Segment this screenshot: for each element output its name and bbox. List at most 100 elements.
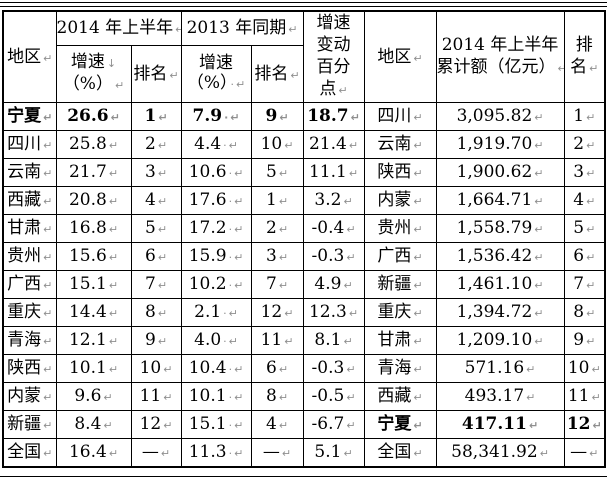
paragraph-mark-icon: ↵ bbox=[534, 251, 544, 265]
paragraph-mark-icon: ↵ bbox=[157, 167, 168, 181]
paragraph-mark-icon: ↵ bbox=[103, 419, 113, 433]
paragraph-mark-icon: ↵ bbox=[103, 391, 113, 405]
paragraph-mark-icon: ↵ bbox=[157, 335, 168, 349]
cell-growth-2014: 16.4 ↵ bbox=[55, 438, 132, 467]
paragraph-mark-icon: ↵ bbox=[108, 307, 119, 321]
cell-growth-2013: 11.3 · ↵ bbox=[180, 438, 252, 467]
space-formatting-mark: · bbox=[223, 139, 227, 153]
paragraph-mark-icon: ↵ bbox=[234, 391, 244, 405]
header-rank-line: 排 bbox=[575, 35, 593, 55]
paragraph-mark-icon: ↵ bbox=[234, 363, 244, 377]
cell-amount: 1,900.62 ↵ bbox=[435, 158, 565, 187]
cell-rank-2014: 2 ↵ bbox=[130, 130, 182, 159]
paragraph-mark-icon: ↵ bbox=[413, 335, 423, 349]
paragraph-mark-icon: ↵ bbox=[348, 139, 359, 153]
cell-rank-right: 12 ↵ bbox=[563, 410, 606, 439]
paragraph-mark-icon: ↵ bbox=[234, 447, 244, 461]
paragraph-mark-icon: ↵ bbox=[592, 419, 602, 433]
paragraph-mark-icon: ↵ bbox=[346, 251, 356, 265]
paragraph-mark-icon: ↵ bbox=[350, 111, 360, 125]
cell-rank-2014: 10 ↵ bbox=[130, 354, 182, 383]
cell-growth-2013: 10.6 · ↵ bbox=[180, 158, 252, 187]
paragraph-mark-icon: ↵ bbox=[278, 419, 289, 433]
cell-region-right: 云南 ↵ bbox=[363, 130, 437, 159]
space-formatting-mark: · bbox=[228, 279, 233, 293]
header-change: 增速 变动 百分 点 ↵ bbox=[302, 10, 365, 103]
cell-rank-2013: 10 ↵ bbox=[250, 130, 304, 159]
table-row: 西藏 ↵ 20.8 ↵ 4 ↵ 17.6 · ↵ 1 ↵ 3.2 ↵ 内蒙 ↵ 1,664.71 ↵ 4 ↵ bbox=[2, 186, 606, 215]
space-formatting-mark: · bbox=[228, 195, 233, 209]
space-formatting-mark: · bbox=[228, 223, 233, 237]
cell-rank-right: 3 ↵ bbox=[563, 158, 606, 187]
paragraph-mark-icon: ↵ bbox=[413, 195, 423, 209]
paragraph-mark-icon: ↵ bbox=[157, 307, 168, 321]
cell-region-right: 四川 ↵ bbox=[363, 102, 437, 131]
cell-growth-2013: 17.2 · ↵ bbox=[180, 214, 252, 243]
cell-amount: 493.17 ↵ bbox=[435, 382, 565, 411]
cell-growth-2013: 10.4 · ↵ bbox=[180, 354, 252, 383]
header-growth-2014: 增速 ↓ （%） ↵ bbox=[55, 45, 132, 103]
cell-change: 8.1 ↵ bbox=[302, 326, 365, 355]
paragraph-mark-icon: ↵ bbox=[346, 419, 356, 433]
paragraph-mark-icon: ↵ bbox=[534, 167, 544, 181]
cell-rank-2013: 6 ↵ bbox=[250, 354, 304, 383]
header-growth-line: 增速 bbox=[199, 53, 234, 74]
header-change-line: 变动 bbox=[316, 35, 351, 55]
paragraph-mark-icon: ↵ bbox=[158, 111, 168, 125]
cell-rank-2014: 12 ↵ bbox=[130, 410, 182, 439]
cell-region-left: 青海 ↵ bbox=[2, 326, 57, 355]
header-region-right: 地区 ↵ bbox=[363, 10, 437, 103]
top-double-rule bbox=[0, 2, 607, 7]
cell-change: 5.1 ↵ bbox=[302, 438, 365, 467]
cell-amount: 58,341.92 ↵ bbox=[435, 438, 565, 467]
paragraph-mark-icon: ↵ bbox=[157, 139, 168, 153]
paragraph-mark-icon: ↵ bbox=[108, 335, 119, 349]
cell-amount: 1,209.10 ↵ bbox=[435, 326, 565, 355]
header-rank-2013: 排名 ↵ bbox=[250, 45, 304, 103]
paragraph-mark-icon: ↵ bbox=[586, 279, 596, 293]
paragraph-mark-icon: ↵ bbox=[281, 447, 292, 461]
cell-rank-2014: 7 ↵ bbox=[130, 270, 182, 299]
paragraph-mark-icon: ↵ bbox=[346, 391, 356, 405]
space-formatting-mark: · bbox=[223, 307, 227, 321]
paragraph-mark-icon: ↵ bbox=[108, 223, 119, 237]
cell-rank-2014: 9 ↵ bbox=[130, 326, 182, 355]
cell-rank-right: 7 ↵ bbox=[563, 270, 606, 299]
cell-growth-2014: 25.8 ↵ bbox=[55, 130, 132, 159]
header-group-2014: 2014 年上半年↵ bbox=[55, 10, 182, 47]
paragraph-mark-icon: ↵ bbox=[346, 363, 356, 377]
paragraph-mark-icon: ↵ bbox=[108, 279, 119, 293]
cell-rank-2013: 4 ↵ bbox=[250, 410, 304, 439]
cell-region-right: 内蒙 ↵ bbox=[363, 186, 437, 215]
header-group-2013: 2013 年同期 ↵ bbox=[180, 10, 304, 47]
cell-rank-2013: 2 ↵ bbox=[250, 214, 304, 243]
header-growth-line: （%） · ↵ bbox=[186, 73, 246, 94]
cell-region-right: 全国 ↵ bbox=[363, 438, 437, 467]
paragraph-mark-icon: ↵ bbox=[413, 251, 423, 265]
cell-change: -0.4 ↵ bbox=[302, 214, 365, 243]
cell-growth-2013: 7.9 · ↵ bbox=[180, 102, 252, 131]
table-body: 宁夏 ↵ 26.6 ↵ 1 ↵ 7.9 · ↵ 9 ↵ 18.7 ↵ 四川 ↵ 3,095.82 ↵ 1 ↵ 四川 ↵ 2… bbox=[2, 102, 606, 467]
paragraph-mark-icon: ↵ bbox=[43, 279, 53, 293]
cell-amount: 1,558.79 ↵ bbox=[435, 214, 565, 243]
cell-region-right: 西藏 ↵ bbox=[363, 382, 437, 411]
cell-growth-2014: 9.6 ↵ bbox=[55, 382, 132, 411]
table-row: 四川 ↵ 25.8 ↵ 2 ↵ 4.4 · ↵ 10 ↵ 21.4 ↵ 云南 ↵ 1,919.70 ↵ 2 ↵ bbox=[2, 130, 606, 159]
paragraph-mark-icon: ↵ bbox=[586, 223, 596, 237]
space-formatting-mark: · bbox=[228, 391, 233, 405]
paragraph-mark-icon: ↵ bbox=[228, 335, 238, 349]
paragraph-mark-icon: ↵ bbox=[43, 419, 53, 433]
table-row: 云南 ↵ 21.7 ↵ 3 ↵ 10.6 · ↵ 5 ↵ 11.1 ↵ 陕西 ↵ 1,900.62 ↵ 3 ↵ bbox=[2, 158, 606, 187]
paragraph-mark-icon: ↵ bbox=[343, 279, 353, 293]
paragraph-mark-icon: ↵ bbox=[110, 111, 120, 125]
cell-region-right: 广西 ↵ bbox=[363, 242, 437, 271]
cell-region-right: 宁夏 ↵ bbox=[363, 410, 437, 439]
header-region-left: 地区 ↵ bbox=[2, 10, 57, 103]
table-row: 重庆 ↵ 14.4 ↵ 8 ↵ 2.1 · ↵ 12 ↵ 12.3 ↵ 重庆 ↵ 1,394.72 ↵ 8 ↵ bbox=[2, 298, 606, 327]
cell-growth-2014: 20.8 ↵ bbox=[55, 186, 132, 215]
paragraph-mark-icon: ↵ bbox=[284, 335, 294, 349]
paragraph-mark-icon: ↵ bbox=[278, 363, 289, 377]
paragraph-mark-icon: ↵ bbox=[284, 307, 294, 321]
cell-region-left: 新疆 ↵ bbox=[2, 410, 57, 439]
